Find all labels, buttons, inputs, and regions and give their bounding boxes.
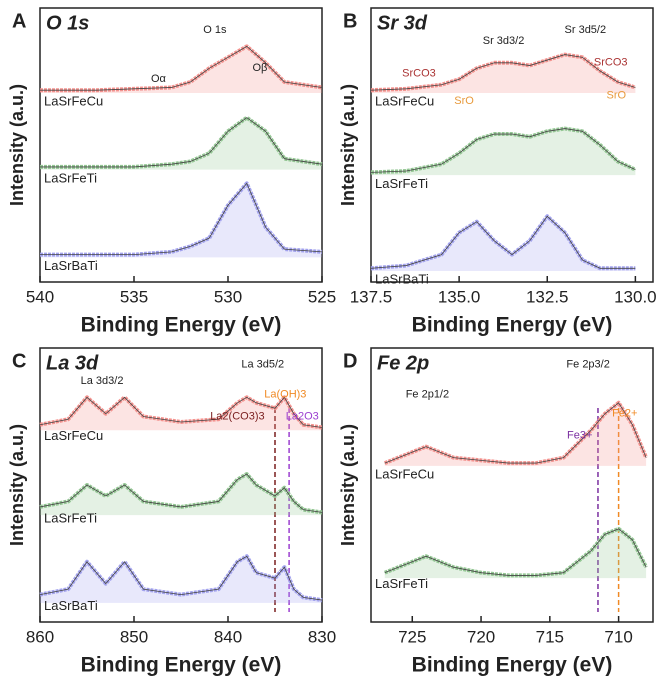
annotation: Fe 2p3/2 [566,358,609,370]
x-tick-label: 535 [120,287,148,306]
fit-envelope [39,555,323,601]
plot-frame [370,7,654,283]
series-label: LaSrBaTi [44,598,98,613]
annotation: Sr 3d3/2 [483,35,525,47]
fit-area [40,474,322,516]
annotation: Fe2+ [612,408,637,420]
series-label: LaSrFeTi [375,576,428,591]
y-axis-label: Intensity (a.u.) [338,424,358,546]
panel-title: Sr 3d [377,12,428,34]
fit-envelope [370,215,636,269]
x-tick-label: 137.5 [350,287,393,306]
panel-letter: B [343,10,357,32]
annotation: SrCO3 [402,68,436,80]
panel: D Fe 2p Binding Energy (eV) Intensity (a.u.… [338,347,654,677]
annotation: SrO [607,90,627,102]
x-tick-label: 710 [604,627,632,646]
annotation: Fe3+ [567,430,592,442]
annotation: La(OH)3 [264,388,306,400]
x-axis-label: Binding Energy (eV) [81,654,282,677]
fit-area [384,528,647,579]
panel: A O 1s Binding Energy (eV) Intensity (a.u.)… [7,7,336,337]
x-tick-label: 715 [536,627,564,646]
annotation: SrO [454,95,474,107]
x-axis-label: Binding Energy (eV) [412,314,613,337]
x-tick-label: 725 [398,627,426,646]
y-axis-label: Intensity (a.u.) [7,84,27,206]
panel: C La 3d Binding Energy (eV) Intensity (a.u.… [7,347,336,677]
panel-letter: D [343,350,357,372]
x-axis-label: Binding Energy (eV) [81,314,282,337]
series-label: LaSrFeTi [44,170,97,185]
series-label: LaSrBaTi [44,258,98,273]
annotation: La2(CO3)3 [210,410,264,422]
annotation: Oα [151,73,167,85]
x-tick-label: 135.0 [438,287,481,306]
x-tick-label: 840 [214,627,242,646]
annotation: Fe 2p1/2 [406,388,449,400]
series-label: LaSrFeCu [44,428,103,443]
x-tick-label: 130.0 [614,287,657,306]
panel-title: O 1s [46,12,89,34]
series-label: LaSrFeCu [44,94,103,109]
series-label: LaSrFeCu [375,467,434,482]
x-tick-label: 525 [308,287,336,306]
fit-area [40,117,322,170]
fit-envelope [370,128,636,173]
panel-title: La 3d [46,352,99,374]
x-tick-label: 830 [308,627,336,646]
fit-area [384,402,647,466]
annotation: La2O3 [286,410,319,422]
series-label: LaSrFeTi [375,176,428,191]
y-axis-label: Intensity (a.u.) [7,424,27,546]
fit-area [371,54,636,93]
x-tick-label: 530 [214,287,242,306]
series-label: LaSrBaTi [375,272,429,287]
fit-area [40,46,322,93]
annotation: SrCO3 [594,57,628,69]
fit-area [40,183,322,258]
panel: B Sr 3d Binding Energy (eV) Intensity (a.u.… [338,7,657,337]
fit-envelope [40,45,323,91]
series-label: LaSrFeTi [44,510,97,525]
y-axis-label: Intensity (a.u.) [338,84,358,206]
plot-frame [370,347,654,623]
plot-frame [39,347,323,623]
annotation: Sr 3d5/2 [565,24,607,36]
fit-envelope [40,117,323,168]
plot-frame [39,7,323,283]
x-tick-label: 850 [120,627,148,646]
fit-envelope [384,528,647,576]
fit-area [371,128,636,176]
annotation: O 1s [203,24,227,36]
panel-letter: A [12,10,26,32]
x-tick-label: 720 [467,627,495,646]
fit-area [40,397,322,431]
fit-envelope [370,54,636,91]
series-label: LaSrFeCu [375,94,434,109]
fit-area [371,216,636,272]
fit-envelope [384,402,647,464]
annotation: La 3d3/2 [81,375,124,387]
fit-envelope [39,396,323,428]
fit-envelope [40,182,323,256]
annotation: Oβ [253,62,268,74]
x-tick-label: 860 [26,627,54,646]
x-tick-label: 540 [26,287,54,306]
x-tick-label: 132.5 [526,287,569,306]
panel-letter: C [12,350,26,372]
fit-envelope [39,473,323,513]
annotation: La 3d5/2 [241,358,284,370]
x-axis-label: Binding Energy (eV) [412,654,613,677]
panel-title: Fe 2p [377,352,429,374]
